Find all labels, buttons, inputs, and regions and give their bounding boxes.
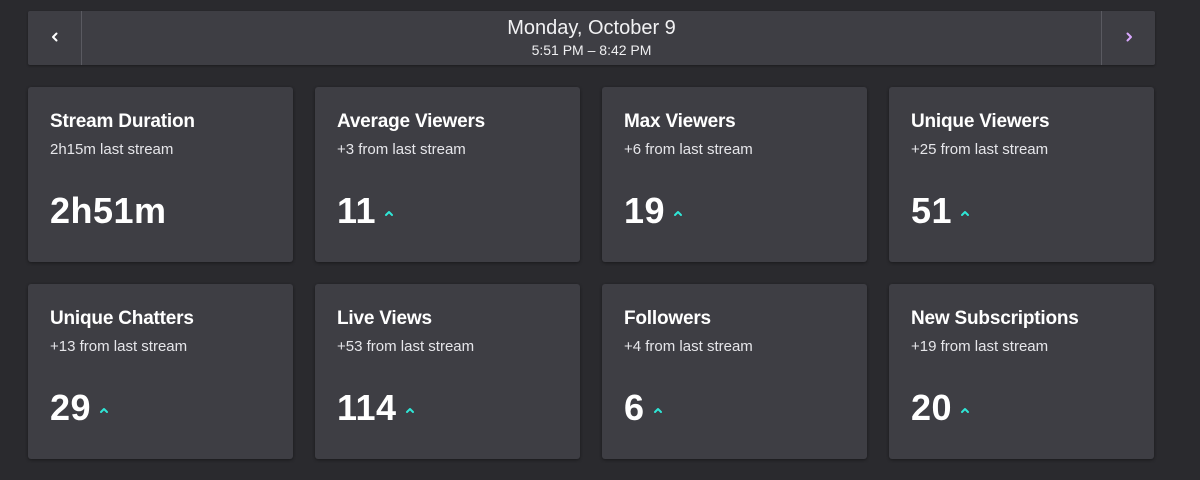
stat-card-new-subscriptions: New Subscriptions +19 from last stream 2… <box>889 284 1154 459</box>
stats-grid: Stream Duration 2h15m last stream 2h51m … <box>28 87 1154 459</box>
stat-card-unique-viewers: Unique Viewers +25 from last stream 51 <box>889 87 1154 262</box>
trend-up-icon <box>99 406 109 414</box>
stat-value-row: 6 <box>624 387 663 429</box>
date-display: Monday, October 9 5:51 PM – 8:42 PM <box>82 11 1101 65</box>
trend-up-icon <box>405 406 415 414</box>
stat-title: Stream Duration <box>50 111 195 132</box>
stat-value: 51 <box>911 190 953 231</box>
stat-title: Unique Viewers <box>911 111 1050 132</box>
stat-value: 29 <box>50 387 92 428</box>
stat-comparison: 2h15m last stream <box>50 141 174 158</box>
stat-value-row: 2h51m <box>50 190 167 232</box>
trend-up-icon <box>673 209 683 217</box>
stat-value: 20 <box>911 387 953 428</box>
trend-up-icon <box>384 209 394 217</box>
stat-card-average-viewers: Average Viewers +3 from last stream 11 <box>315 87 580 262</box>
stat-comparison: +3 from last stream <box>337 141 466 158</box>
trend-up-icon <box>653 406 663 414</box>
stat-comparison: +13 from last stream <box>50 338 188 355</box>
stat-value-row: 11 <box>337 190 394 232</box>
stat-value: 114 <box>337 387 397 428</box>
stat-value: 6 <box>624 387 645 428</box>
stat-value-row: 20 <box>911 387 970 429</box>
stat-value-row: 29 <box>50 387 109 429</box>
stat-comparison: +53 from last stream <box>337 338 475 355</box>
stat-card-followers: Followers +4 from last stream 6 <box>602 284 867 459</box>
stream-time-range: 5:51 PM – 8:42 PM <box>531 42 652 59</box>
stat-value: 19 <box>624 190 666 231</box>
stat-card-stream-duration: Stream Duration 2h15m last stream 2h51m <box>28 87 293 262</box>
date-navigator: Monday, October 9 5:51 PM – 8:42 PM <box>28 11 1155 65</box>
stat-card-max-viewers: Max Viewers +6 from last stream 19 <box>602 87 867 262</box>
stat-value-row: 114 <box>337 387 415 429</box>
stat-value: 2h51m <box>50 190 167 231</box>
previous-stream-button[interactable] <box>28 11 82 65</box>
stat-title: New Subscriptions <box>911 308 1079 329</box>
stat-value-row: 19 <box>624 190 683 232</box>
stat-comparison: +4 from last stream <box>624 338 753 355</box>
stream-date: Monday, October 9 <box>507 17 676 40</box>
stat-title: Average Viewers <box>337 111 486 132</box>
stat-value: 11 <box>337 190 377 231</box>
chevron-right-icon <box>1124 29 1134 47</box>
stat-title: Live Views <box>337 308 432 329</box>
trend-up-icon <box>960 406 970 414</box>
chevron-left-icon <box>50 29 60 47</box>
stat-title: Unique Chatters <box>50 308 194 329</box>
stat-card-live-views: Live Views +53 from last stream 114 <box>315 284 580 459</box>
stat-title: Max Viewers <box>624 111 736 132</box>
next-stream-button[interactable] <box>1101 11 1155 65</box>
stat-comparison: +25 from last stream <box>911 141 1049 158</box>
stat-title: Followers <box>624 308 711 329</box>
trend-up-icon <box>960 209 970 217</box>
stat-comparison: +19 from last stream <box>911 338 1049 355</box>
stat-card-unique-chatters: Unique Chatters +13 from last stream 29 <box>28 284 293 459</box>
stat-value-row: 51 <box>911 190 970 232</box>
stat-comparison: +6 from last stream <box>624 141 753 158</box>
